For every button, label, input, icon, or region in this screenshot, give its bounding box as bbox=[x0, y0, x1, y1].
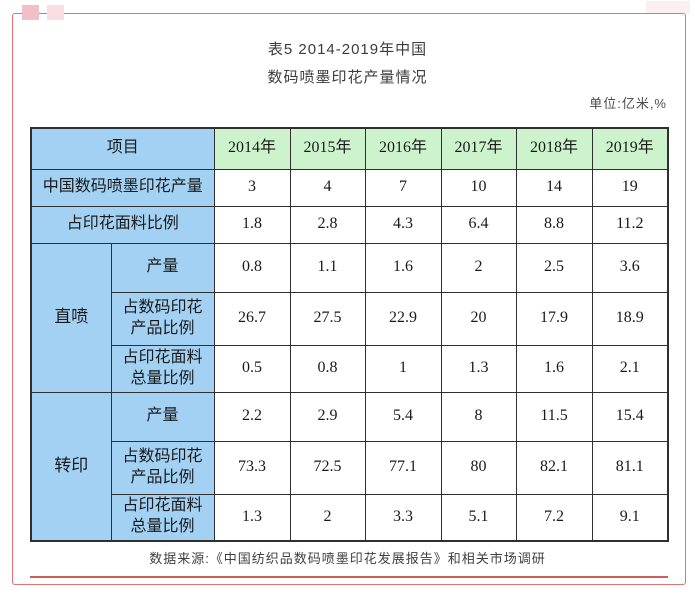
data-cell: 11.2 bbox=[591, 205, 669, 244]
data-cell: 18.9 bbox=[591, 291, 669, 346]
data-cell: 80 bbox=[440, 440, 517, 495]
data-cell: 20 bbox=[440, 291, 517, 346]
data-cell: 0.8 bbox=[213, 242, 291, 293]
data-cell: 1.1 bbox=[289, 242, 366, 293]
data-cell: 1.3 bbox=[440, 344, 517, 393]
table-row: 占印花面料总量比例 1.3 2 3.3 5.1 7.2 9.1 bbox=[31, 493, 669, 542]
data-cell: 5.4 bbox=[364, 391, 442, 442]
col-header-2019: 2019年 bbox=[591, 127, 669, 170]
group-label-direct-jet: 直喷 bbox=[30, 242, 112, 393]
data-cell: 14 bbox=[515, 168, 593, 207]
data-cell: 7.2 bbox=[515, 493, 593, 542]
data-cell: 8.8 bbox=[515, 205, 593, 244]
row-label-output: 产量 bbox=[110, 242, 215, 293]
data-cell: 15.4 bbox=[591, 391, 669, 442]
data-cell: 1 bbox=[364, 344, 442, 393]
source-note: 数据来源:《中国纺织品数码喷墨印花发展报告》和相关市场调研 bbox=[149, 551, 546, 566]
table-row: 占印花面料总量比例 0.5 0.8 1 1.3 1.6 2.1 bbox=[31, 344, 669, 393]
data-cell: 1.6 bbox=[515, 344, 593, 393]
data-cell: 81.1 bbox=[591, 440, 669, 495]
table-row: 转印 产量 2.2 2.9 5.4 8 11.5 15.4 bbox=[30, 391, 669, 542]
row-label-total-output: 中国数码喷墨印花产量 bbox=[30, 168, 215, 207]
data-cell: 1.3 bbox=[213, 493, 291, 542]
production-table: 项目 2014年 2015年 2016年 2017年 2018年 2019年 中… bbox=[30, 127, 670, 542]
data-cell: 22.9 bbox=[364, 291, 442, 346]
data-cell: 2 bbox=[289, 493, 366, 542]
data-cell: 0.5 bbox=[213, 344, 291, 393]
header-row: 项目 2014年 2015年 2016年 2017年 2018年 2019年 bbox=[30, 127, 669, 170]
data-cell: 4.3 bbox=[364, 205, 442, 244]
decor-square-light-pink bbox=[47, 5, 64, 20]
row-label-digital-print-ratio: 占数码印花产品比例 bbox=[110, 291, 215, 346]
data-cell: 3 bbox=[213, 168, 291, 207]
unit-label: 单位:亿米,% bbox=[589, 96, 667, 111]
col-header-2015: 2015年 bbox=[289, 127, 366, 170]
data-cell: 4 bbox=[289, 168, 366, 207]
data-cell: 73.3 bbox=[213, 440, 291, 495]
data-cell: 0.8 bbox=[289, 344, 366, 393]
data-cell: 17.9 bbox=[515, 291, 593, 346]
data-cell: 72.5 bbox=[289, 440, 366, 495]
table-row: 占数码印花产品比例 73.3 72.5 77.1 80 82.1 81.1 bbox=[31, 440, 669, 495]
data-cell: 2.9 bbox=[289, 391, 366, 442]
row-label-fabric-ratio: 占印花面料比例 bbox=[30, 205, 215, 244]
data-cell: 2.5 bbox=[515, 242, 593, 293]
data-cell: 2 bbox=[440, 242, 517, 293]
table-row: 直喷 产量 0.8 1.1 1.6 2 2.5 3.6 bbox=[30, 242, 669, 393]
data-cell: 11.5 bbox=[515, 391, 593, 442]
group-label-transfer-print: 转印 bbox=[30, 391, 112, 542]
page-frame-border bbox=[12, 13, 686, 585]
table-title-line2: 数码喷墨印花产量情况 bbox=[267, 69, 428, 86]
data-cell: 27.5 bbox=[289, 291, 366, 346]
table-row: 占数码印花产品比例 26.7 27.5 22.9 20 17.9 18.9 bbox=[31, 291, 669, 346]
data-cell: 9.1 bbox=[591, 493, 669, 542]
data-cell: 10 bbox=[440, 168, 517, 207]
data-cell: 5.1 bbox=[440, 493, 517, 542]
data-cell: 1.6 bbox=[364, 242, 442, 293]
data-cell: 7 bbox=[364, 168, 442, 207]
footer-divider bbox=[30, 576, 668, 578]
col-header-2018: 2018年 bbox=[515, 127, 593, 170]
col-header-2014: 2014年 bbox=[213, 127, 291, 170]
row-label-fabric-total-ratio: 占印花面料总量比例 bbox=[110, 344, 215, 393]
data-cell: 2.8 bbox=[289, 205, 366, 244]
data-cell: 6.4 bbox=[440, 205, 517, 244]
data-cell: 82.1 bbox=[515, 440, 593, 495]
row-label-output: 产量 bbox=[110, 391, 215, 442]
data-cell: 2.1 bbox=[591, 344, 669, 393]
decor-square-top-right bbox=[646, 1, 690, 13]
data-cell: 8 bbox=[440, 391, 517, 442]
data-cell: 3.3 bbox=[364, 493, 442, 542]
data-cell: 1.8 bbox=[213, 205, 291, 244]
data-cell: 26.7 bbox=[213, 291, 291, 346]
col-header-2016: 2016年 bbox=[364, 127, 442, 170]
table-row: 中国数码喷墨印花产量 3 4 7 10 14 19 bbox=[30, 168, 669, 207]
table-row: 占印花面料比例 1.8 2.8 4.3 6.4 8.8 11.2 bbox=[30, 205, 669, 244]
data-cell: 3.6 bbox=[591, 242, 669, 293]
col-header-2017: 2017年 bbox=[440, 127, 517, 170]
decor-square-dark-pink bbox=[22, 5, 39, 20]
table-title-line1: 表5 2014-2019年中国 bbox=[267, 41, 428, 58]
data-cell: 19 bbox=[591, 168, 669, 207]
row-label-fabric-total-ratio: 占印花面料总量比例 bbox=[110, 493, 215, 542]
data-cell: 77.1 bbox=[364, 440, 442, 495]
row-label-digital-print-ratio: 占数码印花产品比例 bbox=[110, 440, 215, 495]
data-cell: 2.2 bbox=[213, 391, 291, 442]
col-header-item: 项目 bbox=[30, 127, 215, 170]
